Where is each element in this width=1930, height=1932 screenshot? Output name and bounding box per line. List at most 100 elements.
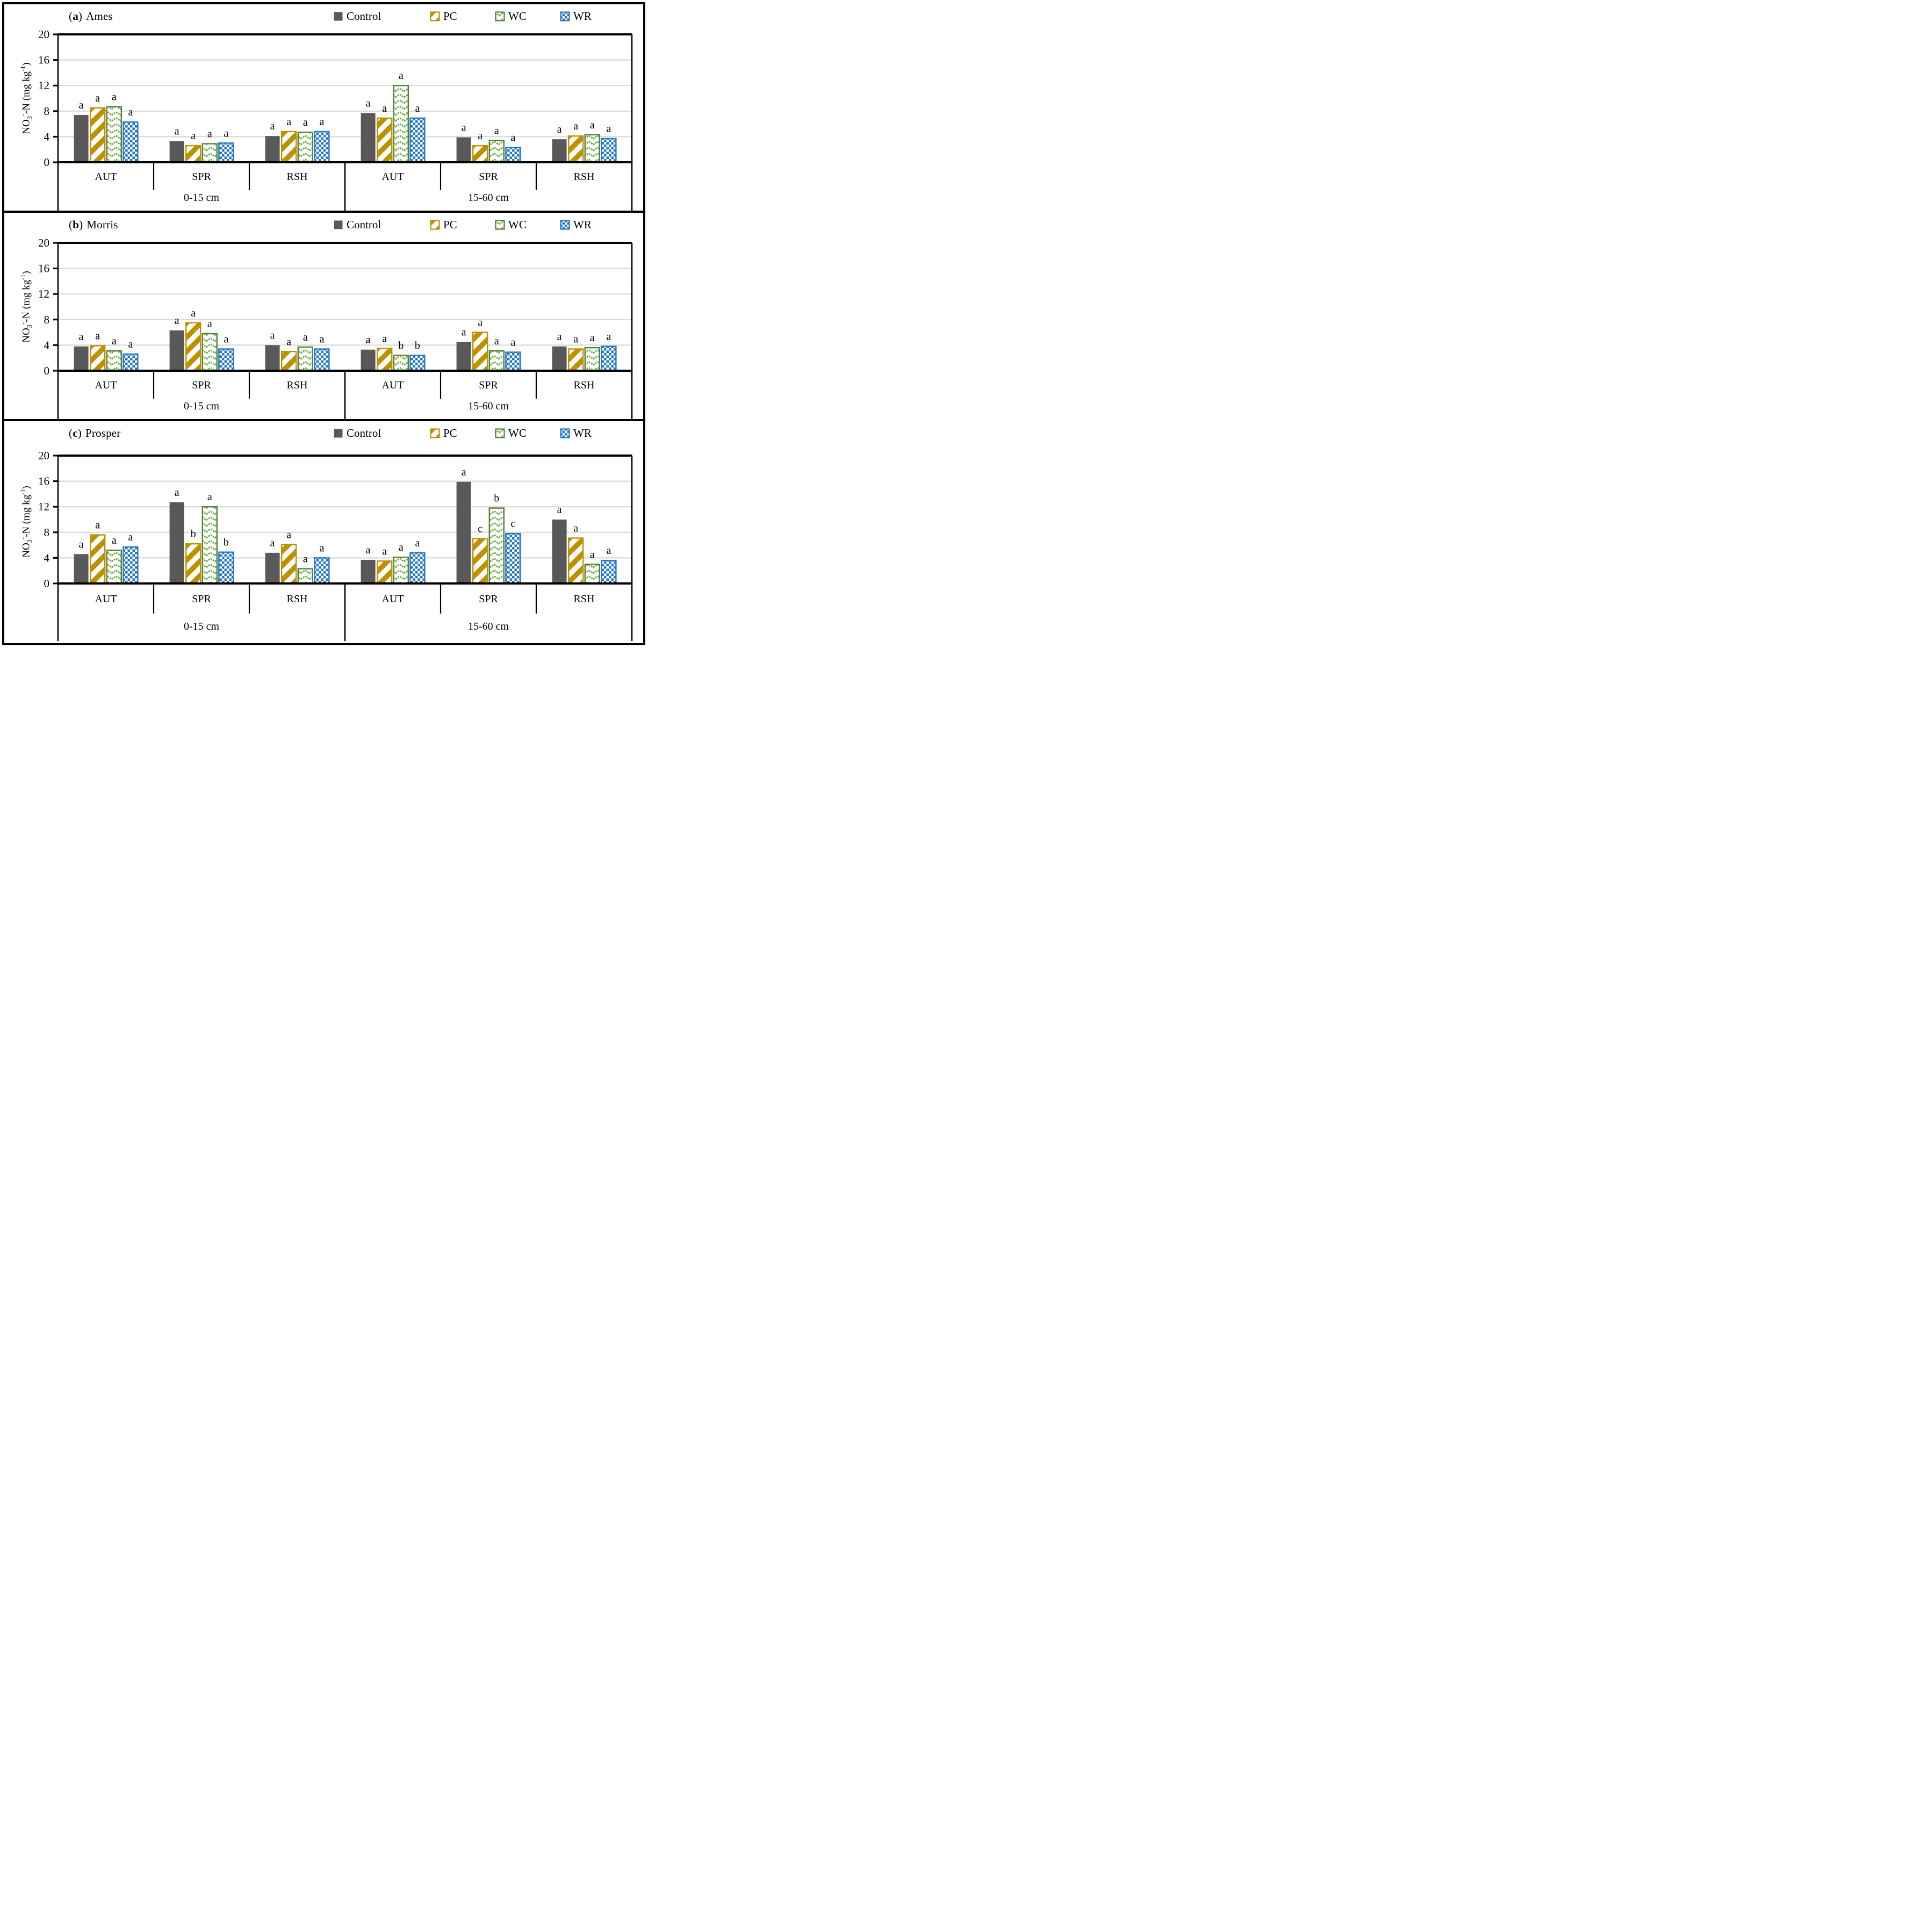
sig-letter: a xyxy=(399,542,404,553)
sig-letter: a xyxy=(207,318,212,330)
sig-letter: a xyxy=(462,122,466,134)
legend-swatch-diagonal-icon xyxy=(430,11,440,21)
bar-wr xyxy=(409,552,426,585)
season-label: AUT xyxy=(95,379,117,391)
title-site: Ames xyxy=(86,10,113,23)
legend-swatch-solid-icon xyxy=(334,429,343,438)
sig-letter: a xyxy=(590,332,595,344)
y-label-sup: - xyxy=(19,114,27,117)
sig-letter: a xyxy=(494,125,499,137)
title-site: Morris xyxy=(87,218,118,231)
bar-pc xyxy=(472,538,488,585)
sig-letter: a xyxy=(270,329,275,341)
legend-swatch-checker-icon xyxy=(560,11,570,21)
legend-item-control: Control xyxy=(333,427,381,440)
bar-wc xyxy=(393,355,409,372)
legend-swatch-rect xyxy=(334,220,343,229)
bar-control xyxy=(361,559,376,583)
sig-letter: a xyxy=(224,334,228,345)
sig-letter: a xyxy=(112,91,117,103)
sig-letter: a xyxy=(366,334,371,346)
bar-control xyxy=(74,114,89,162)
legend-swatch-chevron-icon xyxy=(495,11,505,21)
legend-item-pc: PC xyxy=(430,10,457,23)
sig-letter: a xyxy=(128,531,133,543)
bar-wc xyxy=(584,564,601,585)
legend-item-wc: WC xyxy=(495,218,527,232)
y-label-sup: - xyxy=(19,322,27,325)
season-label: RSH xyxy=(287,593,308,605)
legend-swatch-checker-icon xyxy=(560,428,570,438)
bar-wc xyxy=(393,557,409,585)
legend-swatch-rect xyxy=(560,11,570,21)
season-label: SPR xyxy=(479,593,498,605)
sig-letter: a xyxy=(79,538,84,550)
legend-swatch-solid-icon xyxy=(334,220,343,229)
bar-control xyxy=(169,502,184,583)
panel-title: (b) Morris xyxy=(69,218,118,232)
sig-letter: a xyxy=(557,331,562,343)
bar-wr xyxy=(505,532,521,585)
legend-swatch-checker-icon xyxy=(560,220,570,230)
y-label-text: NO xyxy=(20,328,32,343)
sig-letter: a xyxy=(557,124,562,135)
y-tick-label: 0 xyxy=(44,364,50,377)
season-label: AUT xyxy=(95,171,117,183)
bar-pc xyxy=(185,543,201,585)
bar-wr xyxy=(218,348,234,372)
season-label: RSH xyxy=(287,171,308,183)
sig-letter: a xyxy=(303,553,308,565)
legend-label: Control xyxy=(347,10,381,23)
sig-letter: a xyxy=(590,119,595,131)
y-label-text: ) xyxy=(20,62,32,66)
season-label: AUT xyxy=(381,593,404,605)
sig-letter: a xyxy=(590,549,595,560)
bar-control xyxy=(456,481,471,583)
sig-letter: a xyxy=(573,334,578,345)
season-label: SPR xyxy=(192,593,211,605)
bar-wc xyxy=(201,506,218,585)
sig-letter: b xyxy=(191,528,196,540)
legend-label: WR xyxy=(573,218,592,231)
depth-label: 0-15 cm xyxy=(184,400,220,412)
y-label-text: NO xyxy=(20,543,32,558)
bar-pc xyxy=(281,351,297,372)
bar-wr xyxy=(601,138,617,163)
bar-wr xyxy=(314,557,330,585)
bar-control xyxy=(265,552,280,583)
bar-pc xyxy=(281,131,297,163)
bar-control xyxy=(456,342,471,371)
sig-letter: a xyxy=(207,128,212,140)
sig-letter: a xyxy=(128,338,133,350)
sig-letter: a xyxy=(606,545,611,557)
title-paren-open: ( xyxy=(69,10,73,23)
bar-pc xyxy=(377,117,393,163)
bar-pc xyxy=(472,331,488,372)
y-tick-label: 0 xyxy=(44,577,50,590)
bar-wc xyxy=(106,549,123,585)
sig-letter: b xyxy=(224,537,229,549)
sig-letter: a xyxy=(415,537,420,549)
bar-pc xyxy=(567,348,584,372)
legend-label: PC xyxy=(443,10,457,23)
sig-letter: a xyxy=(366,544,371,556)
bar-pc xyxy=(567,135,584,163)
y-label-sub: 3 xyxy=(26,539,34,543)
bar-pc xyxy=(377,348,393,372)
season-label: AUT xyxy=(381,379,404,391)
legend-label: WR xyxy=(573,427,592,439)
bar-control xyxy=(169,141,184,162)
sig-letter: a xyxy=(510,336,515,348)
bar-wc xyxy=(297,346,313,372)
y-label-sub: 3 xyxy=(26,116,34,120)
bar-wc xyxy=(297,131,313,163)
bar-wc xyxy=(106,106,123,163)
sig-letter: a xyxy=(382,333,387,344)
legend-label: Control xyxy=(347,427,381,439)
panel-ames: (a) Ames Control PC WC WR NO3--N (mg kg-1) 0… xyxy=(4,4,643,213)
y-tick-label: 20 xyxy=(38,28,49,41)
bar-control xyxy=(552,346,567,371)
legend-item-control: Control xyxy=(333,218,381,232)
y-tick-label: 4 xyxy=(44,551,50,564)
season-label: RSH xyxy=(287,379,308,391)
